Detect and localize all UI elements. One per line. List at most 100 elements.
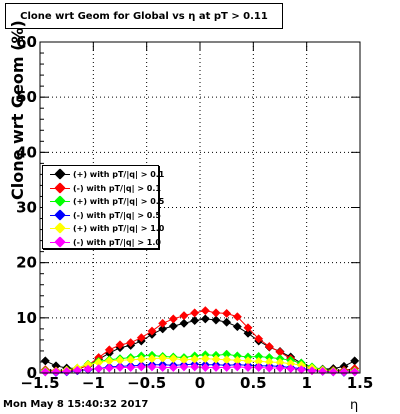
data-point: [40, 356, 50, 366]
legend-marker: [54, 181, 66, 194]
data-point: [232, 362, 242, 372]
x-tick-label: 1: [301, 374, 311, 392]
data-series: [40, 306, 360, 378]
data-point: [190, 316, 200, 326]
data-point: [200, 354, 210, 364]
y-tick-label: 40: [16, 143, 37, 161]
timestamp: Mon May 8 15:40:32 2017: [3, 399, 149, 410]
legend-marker: [54, 235, 66, 248]
data-point: [232, 322, 242, 332]
data-point: [168, 362, 178, 373]
data-point: [40, 367, 50, 377]
x-tick-label: −1.5: [20, 374, 59, 392]
data-point: [168, 354, 178, 364]
data-point: [296, 365, 306, 375]
data-point: [254, 362, 264, 373]
data-point: [115, 340, 125, 350]
legend-item: (+) with pT/|q| > 1.0: [43, 222, 164, 235]
axis-tick-labels: −1.5 −1 −0.5 0 0.5 1 1.5 0 10 20 30 40 50 60: [16, 33, 373, 392]
data-point: [200, 306, 210, 316]
legend-label: (+) with pT/|q| > 1.0: [73, 224, 165, 233]
data-point: [222, 362, 232, 373]
data-point: [350, 356, 360, 366]
y-tick-label: 10: [16, 309, 37, 327]
y-tick-label: 0: [27, 364, 37, 382]
data-point: [211, 362, 221, 373]
legend-label: (-) with pT/|q| > 1.0: [73, 237, 161, 247]
data-point: [158, 324, 168, 334]
axis-ticks: [39, 41, 361, 374]
data-point: [222, 317, 232, 327]
y-tick-label: 60: [16, 33, 37, 51]
data-point: [158, 362, 168, 373]
data-point: [190, 362, 200, 372]
legend-marker: [54, 222, 66, 234]
y-tick-label: 50: [16, 88, 37, 106]
data-point: [350, 367, 360, 377]
data-point: [51, 367, 61, 377]
x-tick-label: −0.5: [127, 374, 166, 392]
legend-label: (-) with pT/|q| > 0.1: [73, 183, 161, 193]
chart-title-text: Clone wrt Geom for Global vs η at pT > 0…: [20, 10, 268, 22]
data-point: [158, 318, 168, 328]
y-tick-label: 20: [16, 254, 37, 272]
legend: (+) with pT/|q| > 0.1 (-) with pT/|q| > 0…: [42, 165, 164, 249]
data-point: [222, 308, 232, 318]
data-point: [264, 363, 274, 373]
data-point: [147, 362, 157, 372]
data-point: [200, 314, 210, 324]
y-tick-label: 30: [16, 199, 37, 217]
series-5: [40, 362, 360, 377]
data-point: [211, 315, 221, 325]
legend-item: (-) with pT/|q| > 0.5: [43, 208, 161, 222]
data-point: [72, 365, 82, 375]
data-point: [328, 367, 338, 377]
chart-title: Clone wrt Geom for Global vs η at pT > 0…: [5, 3, 283, 29]
data-point: [104, 363, 114, 373]
x-tick-label: 1.5: [347, 374, 374, 392]
data-point: [243, 328, 253, 338]
legend-item: (-) with pT/|q| > 1.0: [43, 235, 161, 249]
x-axis-label: η: [350, 398, 359, 413]
data-point: [94, 364, 104, 374]
data-point: [286, 364, 296, 374]
legend-marker: [54, 195, 66, 207]
data-point: [158, 353, 168, 363]
legend-item: (-) with pT/|q| > 0.1: [43, 181, 161, 195]
data-point: [264, 341, 274, 352]
data-point: [200, 362, 210, 373]
data-point: [275, 363, 285, 373]
data-point: [339, 367, 349, 377]
data-point: [190, 308, 200, 318]
legend-label: (+) with pT/|q| > 0.1: [73, 170, 165, 179]
data-point: [168, 321, 178, 331]
data-point: [179, 311, 189, 321]
legend-item: (+) with pT/|q| > 0.1: [43, 168, 164, 181]
data-point: [147, 326, 157, 336]
data-point: [126, 338, 136, 348]
grid-lines: [40, 42, 360, 373]
data-point: [211, 308, 221, 318]
x-tick-label: 0.5: [240, 374, 267, 392]
legend-label: (-) with pT/|q| > 0.5: [73, 210, 161, 220]
data-point: [179, 318, 189, 328]
data-point: [254, 334, 264, 344]
data-point: [126, 362, 136, 373]
data-point: [232, 312, 242, 322]
data-point: [168, 314, 178, 324]
data-point: [104, 345, 114, 355]
x-tick-label: −1: [82, 374, 105, 392]
data-point: [136, 333, 146, 343]
legend-marker: [54, 208, 66, 221]
data-point: [115, 362, 125, 373]
data-point: [136, 362, 146, 372]
data-point: [222, 355, 232, 365]
legend-marker: [54, 168, 66, 180]
y-axis-label: Clone wrt Geom (%): [8, 20, 27, 200]
data-point: [243, 323, 253, 333]
x-tick-label: 0: [195, 374, 205, 392]
data-point: [179, 362, 189, 372]
legend-item: (+) with pT/|q| > 0.5: [43, 195, 164, 208]
data-point: [243, 362, 253, 373]
